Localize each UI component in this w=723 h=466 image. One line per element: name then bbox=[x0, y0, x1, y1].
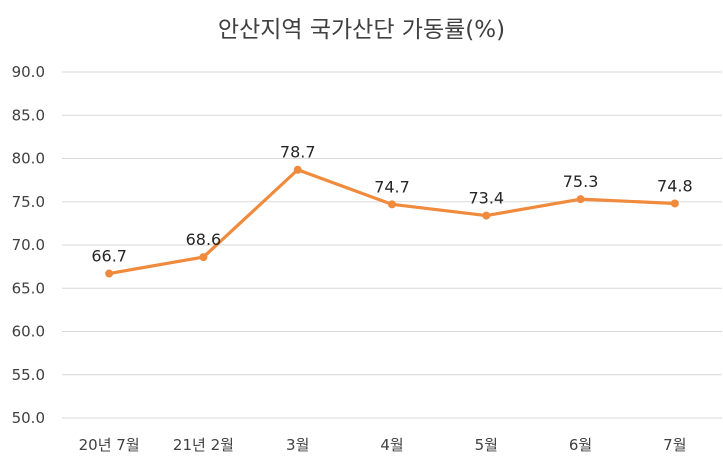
y-tick-label: 80.0 bbox=[12, 150, 45, 168]
x-tick-label: 5월 bbox=[475, 436, 498, 454]
data-point bbox=[105, 269, 114, 278]
y-tick-label: 60.0 bbox=[12, 323, 45, 341]
data-point bbox=[670, 199, 679, 208]
y-axis: 50.0 55.0 60.0 65.0 70.0 75.0 80.0 85.0 90.0 bbox=[12, 63, 45, 427]
y-tick-label: 65.0 bbox=[12, 279, 45, 297]
y-tick-label: 55.0 bbox=[12, 366, 45, 384]
data-point bbox=[199, 253, 208, 262]
x-tick-label: 3월 bbox=[286, 436, 309, 454]
y-tick-label: 70.0 bbox=[12, 236, 45, 254]
x-axis: 20년 7월 21년 2월 3월 4월 5월 6월 7월 bbox=[79, 436, 687, 454]
grid-layer bbox=[62, 71, 722, 419]
y-tick-label: 90.0 bbox=[12, 63, 45, 81]
data-label: 74.8 bbox=[657, 176, 693, 195]
data-point bbox=[576, 195, 585, 204]
y-tick-label: 50.0 bbox=[12, 409, 45, 427]
data-labels: 66.7 68.6 78.7 74.7 73.4 75.3 74.8 bbox=[91, 143, 692, 266]
x-tick-label: 6월 bbox=[569, 436, 592, 454]
data-label: 66.7 bbox=[91, 247, 127, 266]
data-label: 68.6 bbox=[186, 230, 222, 249]
x-tick-label: 21년 2월 bbox=[173, 436, 234, 454]
chart-title: 안산지역 국가산단 가동률(%) bbox=[217, 17, 506, 43]
data-label: 73.4 bbox=[468, 189, 504, 208]
x-tick-label: 4월 bbox=[380, 436, 403, 454]
data-point bbox=[482, 211, 491, 220]
data-label: 78.7 bbox=[280, 143, 316, 162]
data-label: 74.7 bbox=[374, 177, 410, 196]
data-point bbox=[293, 165, 302, 174]
data-label: 75.3 bbox=[563, 172, 599, 191]
y-tick-label: 75.0 bbox=[12, 193, 45, 211]
y-tick-label: 85.0 bbox=[12, 106, 45, 124]
series-layer bbox=[105, 165, 679, 278]
x-tick-label: 20년 7월 bbox=[79, 436, 140, 454]
data-point bbox=[388, 200, 396, 209]
x-tick-label: 7월 bbox=[663, 436, 686, 454]
